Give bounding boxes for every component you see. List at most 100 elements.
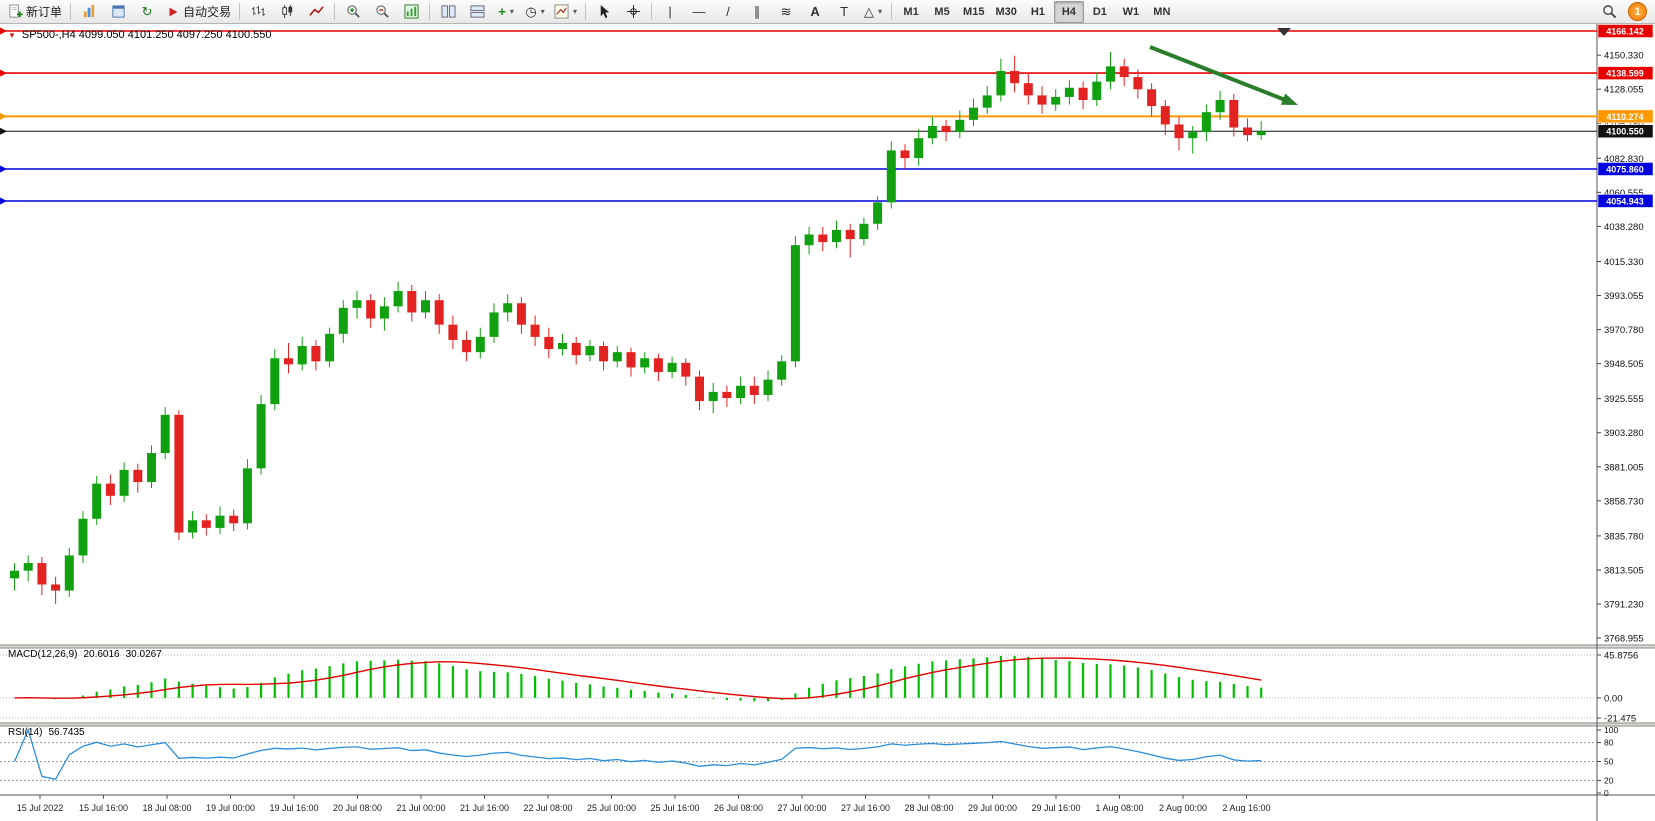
vertical-line-tool[interactable]: |: [656, 1, 684, 23]
candle-body: [695, 376, 704, 402]
tile-windows-button[interactable]: [434, 1, 462, 23]
level-line-marker: [0, 112, 7, 120]
template-icon: [554, 4, 569, 19]
candle-body: [325, 333, 335, 362]
period-dropdown[interactable]: ◷ ▾: [521, 1, 549, 23]
candle-body: [749, 385, 759, 395]
channel-icon: ∥: [753, 4, 761, 19]
timeframe-MN-button[interactable]: MN: [1153, 5, 1171, 18]
timeframe-H1-button[interactable]: H1: [1030, 5, 1045, 18]
candle-body: [1133, 77, 1143, 90]
text-label-tool[interactable]: T: [830, 1, 858, 23]
market-watch-button[interactable]: [75, 1, 103, 23]
fibonacci-tool[interactable]: ≋: [772, 1, 800, 23]
candle-body: [1106, 66, 1115, 82]
price-badge-label: 4166.142: [1606, 27, 1644, 37]
chevron-down-icon: ▾: [540, 7, 545, 16]
candle-body: [969, 107, 978, 120]
candle-body: [1256, 131, 1266, 136]
timeframe-M30-button[interactable]: M30: [995, 5, 1017, 18]
cascade-windows-button[interactable]: [463, 1, 491, 23]
price-tick-label: 4128.055: [1604, 85, 1644, 96]
timeframe-H4-button[interactable]: H4: [1053, 0, 1084, 23]
vertical-line-icon: |: [668, 4, 672, 19]
shapes-dropdown[interactable]: △ ▾: [859, 1, 887, 23]
price-tick-label: 3948.505: [1604, 359, 1644, 370]
time-label: 19 Jul 00:00: [206, 803, 255, 813]
horizontal-line-tool[interactable]: ―: [685, 1, 713, 23]
timeframe-M5-button[interactable]: M5: [934, 5, 950, 18]
price-tick-label: 3791.230: [1604, 599, 1644, 610]
crosshair-icon: [626, 4, 640, 19]
trendline-tool[interactable]: /: [714, 1, 742, 23]
bar-chart-button[interactable]: [244, 1, 272, 23]
timeframe-W1-button[interactable]: W1: [1122, 5, 1140, 18]
chart-area[interactable]: 4150.330 4128.055 4105.780 4082.830 4060.555…: [0, 24, 1655, 821]
time-label: 2 Aug 00:00: [1159, 803, 1207, 813]
candle-body: [229, 515, 239, 524]
candle-body: [612, 352, 622, 362]
chart-title-text: SP500-,H4 4099.050 4101.250 4097.250 410…: [21, 29, 272, 41]
candle-body: [503, 303, 513, 313]
candle-body: [722, 391, 732, 399]
candle-body: [1078, 87, 1088, 100]
new-order-label: 新订单: [26, 5, 63, 19]
candlestick-chart-icon: [281, 4, 292, 19]
time-label: 21 Jul 00:00: [396, 803, 445, 813]
candle-body: [64, 555, 74, 591]
time-label: 15 Jul 16:00: [79, 803, 128, 813]
time-label: 20 Jul 08:00: [333, 803, 382, 813]
cursor-button[interactable]: [590, 1, 618, 23]
price-badge: [1597, 109, 1654, 124]
auto-trading-button[interactable]: 自动交易: [162, 1, 235, 23]
rsi-axis-label: 100: [1604, 725, 1618, 735]
notification-badge[interactable]: 1: [1628, 2, 1647, 21]
candle-body: [914, 138, 924, 159]
candle-body: [92, 483, 102, 519]
candle-body: [133, 469, 143, 483]
rsi-name: RSI(14): [8, 727, 43, 738]
indicators-button[interactable]: [397, 1, 425, 23]
timeframe-D1-button[interactable]: D1: [1092, 5, 1107, 18]
search-button[interactable]: [1595, 1, 1623, 23]
price-tick-label: 3768.955: [1604, 634, 1644, 645]
timeframe-M1-button[interactable]: M1: [903, 5, 919, 18]
chevron-down-icon: ▾: [573, 7, 578, 16]
line-chart-button[interactable]: [302, 1, 330, 23]
text-label-icon: T: [840, 4, 849, 19]
candle-body: [708, 391, 718, 402]
price-badge-label: 4075.860: [1606, 164, 1644, 174]
new-order-button[interactable]: 新订单: [4, 1, 66, 23]
bar-chart-icon: [251, 5, 265, 17]
chart-title: ▼ SP500-,H4 4099.050 4101.250 4097.250 4…: [8, 29, 271, 41]
candle-body: [201, 520, 211, 528]
candle-body: [626, 352, 636, 368]
channel-tool[interactable]: ∥: [743, 1, 771, 23]
new-chart-dropdown[interactable]: + ▾: [492, 1, 520, 23]
crosshair-button[interactable]: [619, 1, 647, 23]
refresh-button[interactable]: ↻: [133, 1, 161, 23]
zoom-in-button[interactable]: [339, 1, 367, 23]
candle-body: [558, 342, 567, 350]
data-window-button[interactable]: [104, 1, 132, 23]
zoom-out-button[interactable]: [368, 1, 396, 23]
candle-body: [284, 358, 293, 365]
toolbar-separator: [70, 3, 72, 20]
text-tool[interactable]: A: [801, 1, 829, 23]
template-dropdown[interactable]: ▾: [550, 1, 581, 23]
candle-body: [681, 362, 691, 377]
candle-body: [530, 324, 540, 337]
candlestick-chart-button[interactable]: [273, 1, 301, 23]
candle-body: [105, 483, 115, 496]
candle-body: [215, 515, 225, 528]
chart-canvas[interactable]: 4150.330 4128.055 4105.780 4082.830 4060.555…: [0, 24, 1655, 821]
candle-body: [448, 324, 458, 340]
candle-body: [790, 245, 800, 362]
candle-body: [927, 125, 937, 139]
candle-body: [1201, 112, 1211, 133]
candle-body: [1064, 87, 1074, 97]
toolbar-separator: [429, 3, 431, 20]
timeframe-M15-button[interactable]: M15: [963, 5, 985, 18]
horizontal-line-icon: ―: [692, 4, 706, 19]
candle-body: [1160, 106, 1170, 125]
